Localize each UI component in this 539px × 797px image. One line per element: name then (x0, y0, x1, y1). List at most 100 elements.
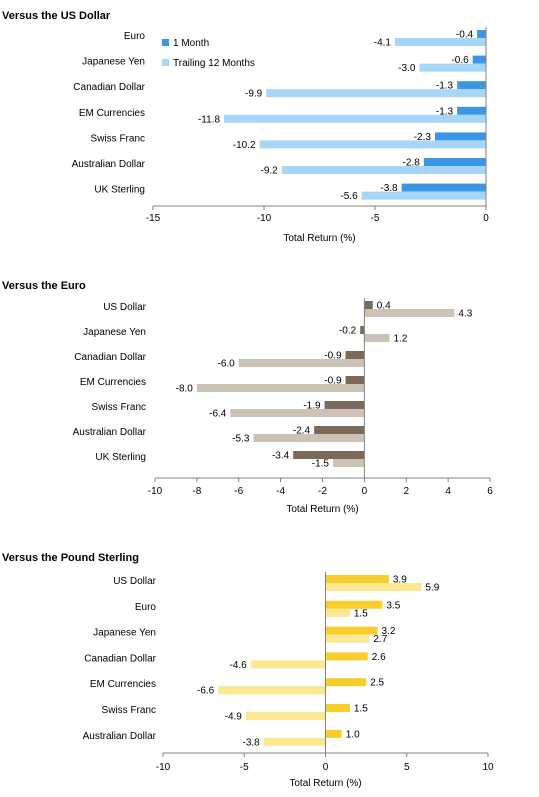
bar (472, 55, 486, 64)
category-label: Swiss Franc (92, 402, 146, 413)
bar (293, 451, 365, 459)
x-tick-label: -15 (146, 213, 161, 224)
data-label: -6.0 (218, 359, 236, 370)
data-label: -3.4 (272, 451, 290, 462)
data-label: 1.5 (354, 608, 368, 619)
bar (325, 626, 378, 635)
data-label: -1.3 (436, 81, 454, 92)
data-label: -11.8 (198, 114, 220, 125)
category-label: Canadian Dollar (73, 82, 145, 93)
bar (259, 140, 486, 149)
legend-swatch (162, 59, 169, 66)
data-label: -0.9 (324, 376, 342, 387)
data-label: -0.4 (456, 30, 474, 41)
category-label: Australian Dollar (72, 159, 146, 170)
data-label: -1.3 (436, 106, 454, 117)
data-label: 3.5 (386, 600, 400, 611)
x-tick-label: 0 (323, 762, 329, 773)
x-axis-title: Total Return (%) (283, 233, 355, 244)
x-tick-label: -4 (276, 486, 285, 497)
data-label: -3.0 (398, 63, 416, 74)
data-label: -0.2 (339, 326, 357, 337)
data-label: -3.8 (243, 737, 261, 748)
bar (324, 401, 365, 409)
x-tick-label: 10 (482, 762, 494, 773)
bar (477, 30, 486, 38)
category-label: EM Currencies (90, 679, 156, 690)
bar (263, 737, 326, 746)
bar (230, 409, 365, 417)
bar (250, 660, 326, 669)
category-label: UK Sterling (94, 185, 145, 196)
data-label: 3.2 (382, 626, 396, 637)
data-label: 2.5 (370, 678, 384, 689)
data-label: -9.9 (245, 89, 263, 100)
bar (434, 132, 486, 141)
x-tick-label: 2 (403, 486, 409, 497)
data-label: -9.2 (261, 166, 279, 177)
legend-label: 1 Month (173, 38, 209, 49)
data-label: -8.0 (176, 384, 194, 395)
x-tick-label: 0 (483, 213, 489, 224)
category-label: UK Sterling (95, 452, 146, 463)
bar (325, 634, 370, 643)
data-label: -5.3 (232, 434, 250, 445)
legend-label: Trailing 12 Months (173, 58, 255, 69)
x-tick-label: -5 (371, 213, 380, 224)
bar (345, 351, 365, 359)
bar (423, 158, 486, 166)
bar (314, 426, 365, 434)
data-label: -2.4 (293, 426, 311, 437)
bar (325, 729, 342, 738)
data-label: 1.2 (394, 334, 408, 345)
category-label: Japanese Yen (82, 57, 145, 68)
category-label: EM Currencies (80, 377, 146, 388)
bar (325, 583, 422, 591)
x-tick-label: -2 (318, 486, 327, 497)
category-label: Euro (135, 602, 157, 613)
bar (224, 114, 487, 123)
x-tick-label: -10 (257, 213, 272, 224)
data-label: 4.3 (458, 309, 472, 320)
bar (401, 183, 486, 192)
data-label: 1.5 (354, 704, 368, 715)
bar (325, 704, 350, 712)
chart-title: Versus the Euro (2, 280, 86, 292)
legend-swatch (162, 39, 169, 46)
data-label: -4.6 (230, 660, 248, 671)
bar (266, 89, 486, 98)
data-label: -3.8 (380, 183, 398, 194)
bar (457, 106, 486, 115)
data-label: -4.1 (374, 38, 392, 49)
bar (325, 600, 383, 609)
category-label: Japanese Yen (83, 327, 146, 338)
x-tick-label: 6 (487, 486, 493, 497)
category-label: Australian Dollar (83, 731, 157, 742)
chart-title: Versus the US Dollar (2, 10, 111, 22)
category-label: Swiss Franc (102, 705, 156, 716)
data-label: -0.9 (324, 351, 342, 362)
data-label: -1.9 (303, 401, 321, 412)
data-label: 1.0 (346, 729, 360, 740)
x-tick-label: 0 (362, 486, 368, 497)
data-label: -0.6 (451, 55, 469, 66)
data-label: -6.6 (197, 686, 215, 697)
bar (238, 359, 365, 367)
bar (196, 384, 365, 392)
chart-title: Versus the Pound Sterling (2, 552, 139, 564)
x-tick-label: 4 (445, 486, 451, 497)
data-label: -6.4 (209, 409, 227, 420)
bar (332, 459, 365, 467)
bar (345, 376, 365, 384)
bar (364, 301, 373, 309)
category-label: Japanese Yen (93, 628, 156, 639)
category-label: Canadian Dollar (74, 352, 146, 363)
data-label: 2.6 (372, 652, 386, 663)
bar (394, 38, 486, 46)
category-label: US Dollar (103, 302, 146, 313)
x-axis-title: Total Return (%) (286, 504, 358, 515)
category-label: Canadian Dollar (84, 653, 156, 664)
data-label: -2.8 (403, 158, 421, 169)
bar (361, 191, 486, 200)
